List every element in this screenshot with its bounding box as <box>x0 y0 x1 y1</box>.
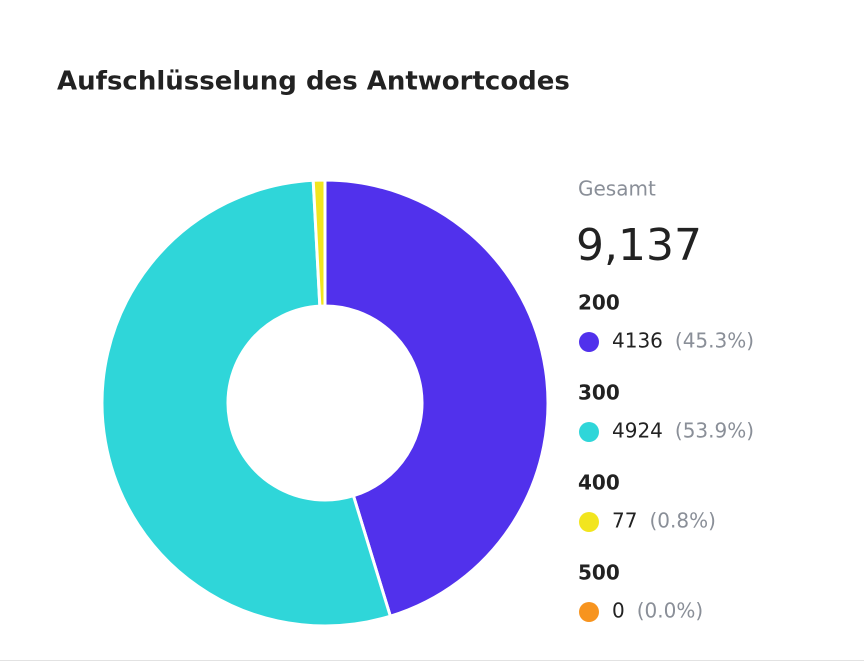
donut-slice <box>323 178 550 619</box>
chart-title: Aufschlüsselung des Antwortcodes <box>57 67 570 97</box>
legend-category: 500 <box>578 561 620 585</box>
legend-value: 77 <box>612 509 637 533</box>
legend-percent: (0.0%) <box>637 599 703 623</box>
total-caption: Gesamt <box>578 177 656 201</box>
legend-swatch <box>579 602 599 622</box>
legend-swatch <box>579 332 599 352</box>
legend-category: 300 <box>578 381 620 405</box>
legend-swatch <box>579 512 599 532</box>
legend-percent: (45.3%) <box>675 329 754 353</box>
legend-value: 4924 <box>612 419 663 443</box>
legend-percent: (0.8%) <box>649 509 715 533</box>
legend-percent: (53.9%) <box>675 419 754 443</box>
legend-swatch <box>579 422 599 442</box>
legend-category: 200 <box>578 291 620 315</box>
total-value: 9,137 <box>576 220 702 271</box>
legend-value: 4136 <box>612 329 663 353</box>
legend-value: 0 <box>612 599 625 623</box>
legend-category: 400 <box>578 471 620 495</box>
